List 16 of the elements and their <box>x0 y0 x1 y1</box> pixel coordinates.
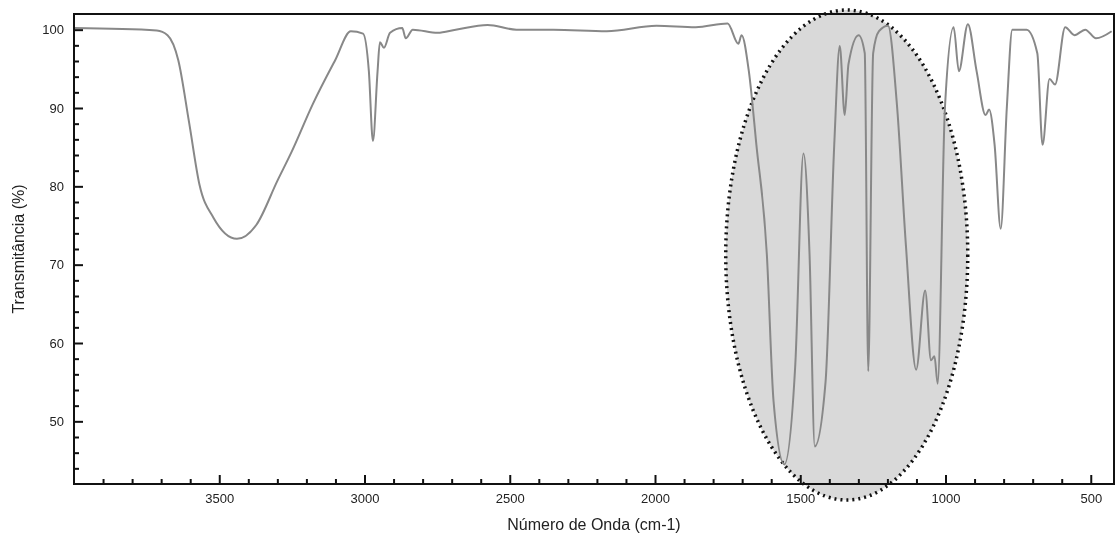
line-series <box>73 22 1113 466</box>
y-tick-label: 60 <box>49 335 64 351</box>
y-tick-label: 90 <box>49 100 64 116</box>
x-tick-label: 1500 <box>786 491 816 507</box>
y-tick-label: 70 <box>49 257 64 273</box>
y-axis-title: Transmitância (%) <box>10 184 27 314</box>
y-tick-label: 50 <box>49 413 64 429</box>
x-tick-label: 3000 <box>350 491 380 507</box>
x-tick-label: 2500 <box>495 491 525 507</box>
x-tick-label: 1000 <box>931 491 961 507</box>
x-tick-label: 2000 <box>641 491 670 507</box>
x-tick-label: 500 <box>1080 491 1103 507</box>
x-tick-label: 3500 <box>205 491 235 507</box>
x-axis-title: Número de Onda (cm-1) <box>507 516 681 533</box>
y-tick-label: 100 <box>42 22 64 38</box>
y-tick-label: 80 <box>49 178 64 194</box>
